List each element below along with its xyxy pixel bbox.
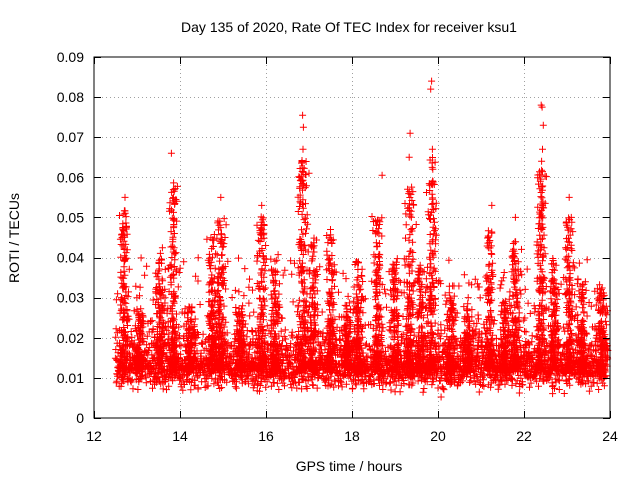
data-point <box>303 385 311 392</box>
data-point <box>270 379 278 386</box>
data-point <box>245 380 253 388</box>
data-point <box>337 378 345 386</box>
data-point <box>208 374 216 382</box>
data-point <box>194 372 201 380</box>
data-point <box>256 382 264 389</box>
data-point <box>293 384 301 392</box>
data-point <box>364 352 372 360</box>
data-point <box>250 381 258 389</box>
data-point <box>180 381 188 388</box>
data-point <box>177 350 185 358</box>
data-point <box>313 384 321 392</box>
data-point <box>145 346 153 354</box>
data-point <box>342 380 350 388</box>
data-point <box>309 381 317 389</box>
data-point <box>267 382 275 390</box>
data-point <box>113 377 121 385</box>
data-point <box>142 379 150 387</box>
data-point <box>263 378 271 386</box>
data-point <box>120 377 128 385</box>
data-point <box>143 332 151 340</box>
data-point <box>321 378 329 386</box>
data-point <box>127 377 134 385</box>
data-point <box>249 370 257 378</box>
data-point <box>279 360 286 368</box>
data-point <box>338 383 346 391</box>
data-point <box>278 349 286 357</box>
data-point <box>370 380 378 387</box>
data-point <box>288 328 296 336</box>
data-point <box>245 351 253 359</box>
data-point <box>325 376 333 384</box>
data-point <box>275 386 283 393</box>
data-point <box>336 368 343 376</box>
data-point <box>277 327 285 335</box>
data-point <box>290 374 298 381</box>
data-point <box>134 386 142 393</box>
data-point <box>210 380 218 388</box>
data-point <box>360 385 368 393</box>
data-point <box>194 384 202 392</box>
data-point <box>112 325 120 333</box>
data-point <box>231 383 239 391</box>
data-point <box>223 378 231 386</box>
data-point <box>232 384 240 392</box>
data-point <box>233 378 240 386</box>
data-point <box>330 383 338 391</box>
data-point <box>352 381 360 389</box>
data-point <box>232 370 240 378</box>
data-point <box>148 351 156 359</box>
data-point <box>282 335 290 343</box>
data-point <box>309 381 317 389</box>
data-point <box>169 377 177 385</box>
data-point <box>349 384 357 392</box>
data-point <box>218 384 226 392</box>
data-point <box>179 386 187 394</box>
data-point <box>281 382 288 390</box>
data-point <box>359 349 367 357</box>
data-point <box>304 377 312 385</box>
data-point <box>197 363 205 371</box>
data-point <box>290 379 298 387</box>
data-point <box>129 385 137 393</box>
data-point <box>117 382 125 390</box>
data-point <box>352 376 359 384</box>
data-point <box>256 387 263 395</box>
data-point <box>326 381 334 389</box>
data-point <box>204 382 212 390</box>
data-point <box>262 383 270 391</box>
data-point <box>201 384 209 391</box>
data-point <box>365 372 373 379</box>
data-point <box>187 386 195 394</box>
data-points <box>111 77 612 401</box>
data-point <box>165 382 173 390</box>
data-point <box>288 331 296 339</box>
data-point <box>348 377 356 385</box>
data-point <box>202 345 210 353</box>
data-point <box>283 343 291 351</box>
data-point <box>159 385 167 393</box>
data-point <box>149 384 156 392</box>
data-point <box>249 377 257 385</box>
data-point <box>112 333 120 341</box>
